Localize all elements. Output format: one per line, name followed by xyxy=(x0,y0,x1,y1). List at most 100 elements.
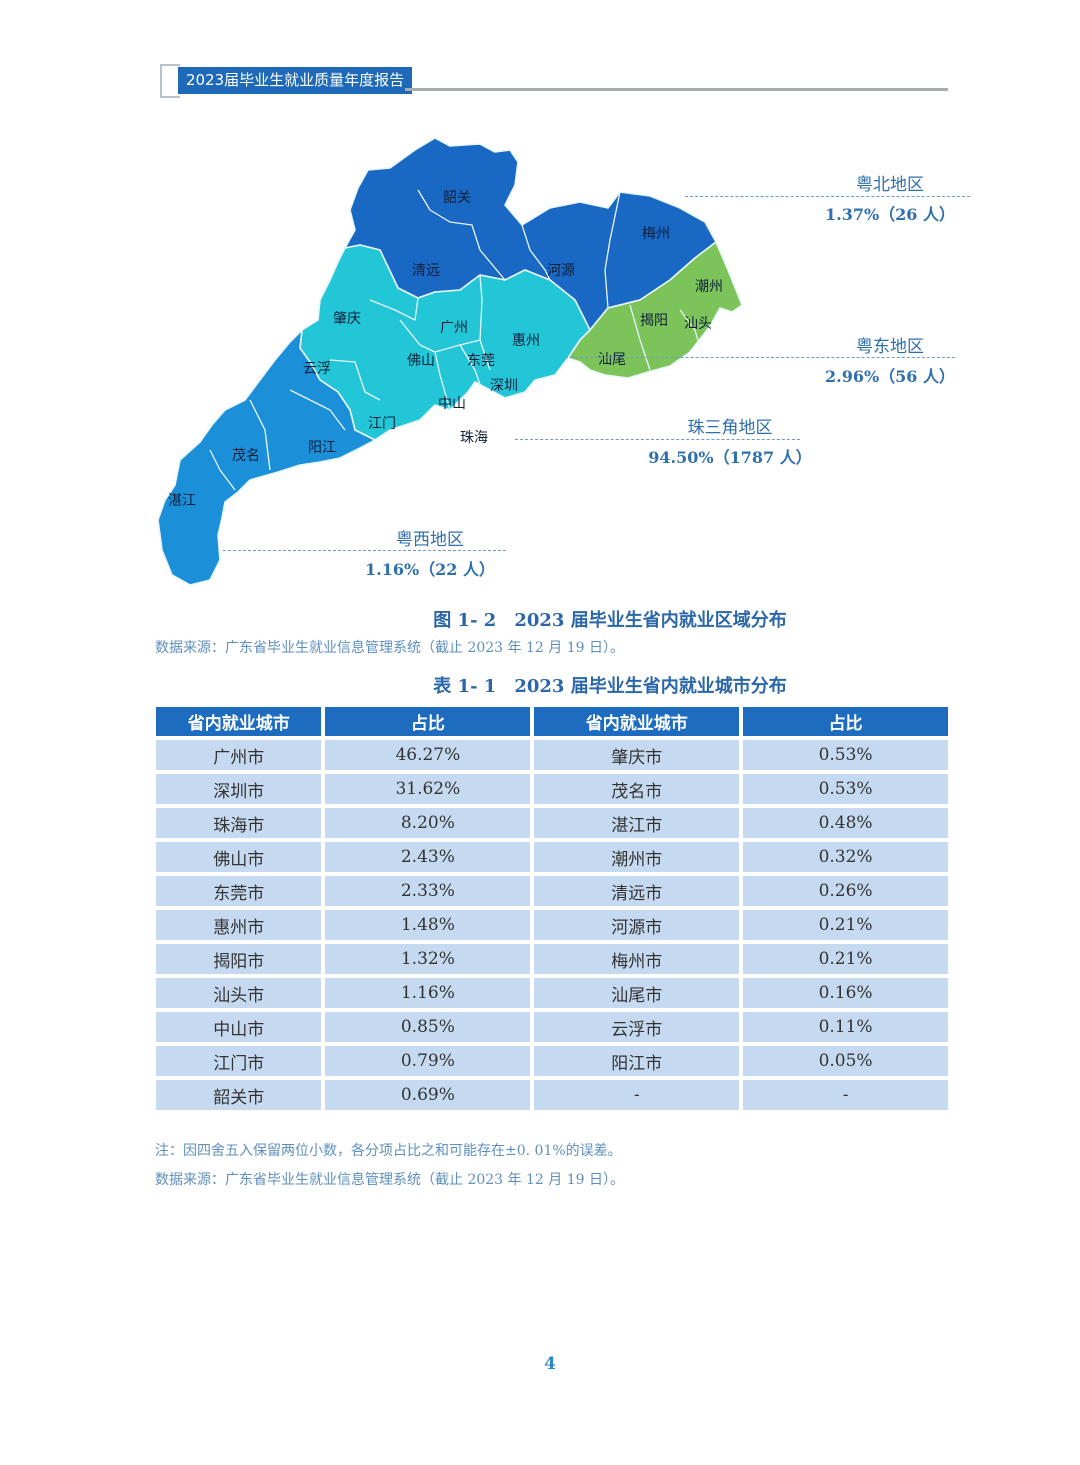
table-row: 汕头市 1.16% 汕尾市 0.16% xyxy=(156,978,948,1008)
city-label-shaoguan: 韶关 xyxy=(443,190,471,206)
city-label-yangjiang: 阳江 xyxy=(308,440,336,456)
cell-city: 佛山市 xyxy=(156,842,322,872)
cell-city: 清远市 xyxy=(534,876,740,906)
cell-share: 0.53% xyxy=(743,774,948,804)
cell-share: 2.43% xyxy=(325,842,531,872)
city-label-shantou: 汕头 xyxy=(684,316,712,332)
city-label-jieyang: 揭阳 xyxy=(640,313,668,329)
figure-caption: 图 1- 2 2023 届毕业生省内就业区域分布 xyxy=(433,610,787,631)
cell-share: 0.26% xyxy=(743,876,948,906)
table-caption: 表 1- 1 2023 届毕业生省内就业城市分布 xyxy=(433,676,787,697)
cell-share: 0.53% xyxy=(743,740,948,770)
cell-share: 0.11% xyxy=(743,1012,948,1042)
city-label-foshan: 佛山 xyxy=(407,353,435,369)
table-row: 佛山市 2.43% 潮州市 0.32% xyxy=(156,842,948,872)
cell-city: 中山市 xyxy=(156,1012,322,1042)
table-row: 东莞市 2.33% 清远市 0.26% xyxy=(156,876,948,906)
region-west-label: 粤西地区 1.16%（22 人） xyxy=(364,530,495,579)
city-label-guangzhou: 广州 xyxy=(440,320,468,336)
city-label-chaozhou: 潮州 xyxy=(695,279,723,295)
city-label-heyuan: 河源 xyxy=(547,263,575,279)
cell-share: 2.33% xyxy=(325,876,531,906)
cell-share: 0.48% xyxy=(743,808,948,838)
east-leader-line xyxy=(565,357,955,358)
region-north-label: 粤北地区 1.37%（26 人） xyxy=(824,175,955,224)
cell-city: 汕头市 xyxy=(156,978,322,1008)
cell-share: 0.21% xyxy=(743,944,948,974)
cell-city: 梅州市 xyxy=(534,944,740,974)
prd-leader-line xyxy=(515,439,800,440)
cell-city: - xyxy=(534,1080,740,1110)
city-label-shanwei: 汕尾 xyxy=(598,352,626,368)
city-label-yunfu: 云浮 xyxy=(303,361,331,377)
cell-city: 广州市 xyxy=(156,740,322,770)
cell-city: 云浮市 xyxy=(534,1012,740,1042)
cell-share: 1.32% xyxy=(325,944,531,974)
cell-share: 0.32% xyxy=(743,842,948,872)
city-label-shenzhen: 深圳 xyxy=(490,378,518,394)
table-row: 江门市 0.79% 阳江市 0.05% xyxy=(156,1046,948,1076)
west-leader-line xyxy=(223,550,506,551)
cell-share: 1.48% xyxy=(325,910,531,940)
table-row: 深圳市 31.62% 茂名市 0.53% xyxy=(156,774,948,804)
table-row: 揭阳市 1.32% 梅州市 0.21% xyxy=(156,944,948,974)
cell-city: 阳江市 xyxy=(534,1046,740,1076)
cell-share: 0.69% xyxy=(325,1080,531,1110)
cell-city: 江门市 xyxy=(156,1046,322,1076)
col-header-city-2: 省内就业城市 xyxy=(534,707,740,736)
cell-city: 惠州市 xyxy=(156,910,322,940)
table-header-row: 省内就业城市 占比 省内就业城市 占比 xyxy=(156,707,948,736)
city-label-meizhou: 梅州 xyxy=(642,226,670,242)
city-label-dongguan: 东莞 xyxy=(467,353,495,369)
cell-city: 韶关市 xyxy=(156,1080,322,1110)
city-label-zhuhai: 珠海 xyxy=(460,430,488,446)
region-prd-label: 珠三角地区 94.50%（1787 人） xyxy=(648,418,812,467)
table-note: 注：因四舍五入保留两位小数，各分项占比之和可能存在±0. 01%的误差。 xyxy=(155,1143,622,1159)
cell-city: 东莞市 xyxy=(156,876,322,906)
guangdong-region-map: 韶关 清远 河源 梅州 潮州 揭阳 汕头 汕尾 肇庆 广州 惠州 佛山 东莞 深… xyxy=(150,130,980,600)
col-header-share-2: 占比 xyxy=(743,707,948,736)
cell-share: 0.85% xyxy=(325,1012,531,1042)
cell-city: 珠海市 xyxy=(156,808,322,838)
header-rule xyxy=(405,88,948,91)
cell-city: 茂名市 xyxy=(534,774,740,804)
city-label-maoming: 茂名 xyxy=(232,448,260,464)
city-label-huizhou: 惠州 xyxy=(512,333,540,349)
region-east-shape xyxy=(567,241,743,379)
city-label-jiangmen: 江门 xyxy=(368,416,396,432)
table-row: 广州市 46.27% 肇庆市 0.53% xyxy=(156,740,948,770)
cell-city: 揭阳市 xyxy=(156,944,322,974)
cell-city: 肇庆市 xyxy=(534,740,740,770)
table-row: 珠海市 8.20% 湛江市 0.48% xyxy=(156,808,948,838)
cell-share: 0.16% xyxy=(743,978,948,1008)
table-row: 韶关市 0.69% - - xyxy=(156,1080,948,1110)
cell-share: - xyxy=(743,1080,948,1110)
col-header-city-1: 省内就业城市 xyxy=(156,707,322,736)
cell-share: 0.21% xyxy=(743,910,948,940)
cell-share: 0.79% xyxy=(325,1046,531,1076)
cell-city: 潮州市 xyxy=(534,842,740,872)
cell-city: 深圳市 xyxy=(156,774,322,804)
cell-share: 31.62% xyxy=(325,774,531,804)
city-label-zhanjiang: 湛江 xyxy=(168,493,196,509)
table-row: 中山市 0.85% 云浮市 0.11% xyxy=(156,1012,948,1042)
region-west-shape xyxy=(157,329,376,586)
cell-share: 0.05% xyxy=(743,1046,948,1076)
table-row: 惠州市 1.48% 河源市 0.21% xyxy=(156,910,948,940)
cell-share: 1.16% xyxy=(325,978,531,1008)
city-label-zhaoqing: 肇庆 xyxy=(333,311,361,327)
city-label-qingyuan: 清远 xyxy=(412,263,440,279)
cell-city: 河源市 xyxy=(534,910,740,940)
page-number: 4 xyxy=(544,1354,556,1374)
city-distribution-table: 省内就业城市 占比 省内就业城市 占比 广州市 46.27% 肇庆市 0.53% 深圳… xyxy=(152,703,952,1114)
north-leader-line xyxy=(685,196,970,197)
cell-city: 湛江市 xyxy=(534,808,740,838)
report-title: 2023届毕业生就业质量年度报告 xyxy=(178,67,413,94)
region-east-label: 粤东地区 2.96%（56 人） xyxy=(824,337,955,386)
col-header-share-1: 占比 xyxy=(325,707,531,736)
map-shapes xyxy=(157,137,743,586)
cell-city: 汕尾市 xyxy=(534,978,740,1008)
cell-share: 46.27% xyxy=(325,740,531,770)
figure-source: 数据来源：广东省毕业生就业信息管理系统（截止 2023 年 12 月 19 日）… xyxy=(155,640,624,656)
header-bracket xyxy=(160,64,180,98)
